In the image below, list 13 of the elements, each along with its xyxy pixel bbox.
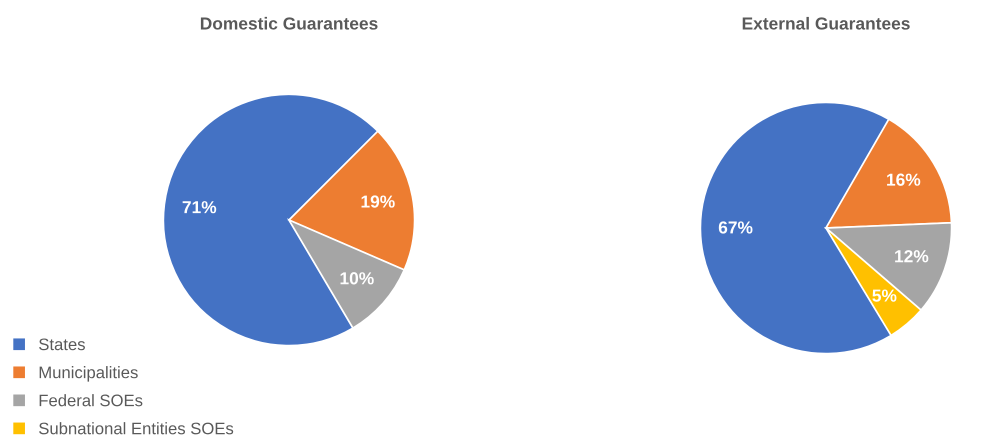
legend-label: Subnational Entities SOEs — [39, 422, 234, 434]
chart-title: External Guarantees — [742, 16, 910, 30]
legend-label: Federal SOEs — [40, 394, 142, 406]
data-label: 10% — [340, 272, 374, 284]
legend-label: Municipalities — [40, 366, 138, 382]
legend-label: States — [39, 338, 85, 350]
data-label: 5% — [872, 289, 896, 302]
data-label: 16% — [887, 174, 920, 186]
data-label: 19% — [362, 195, 395, 208]
data-label: 12% — [895, 250, 928, 262]
chart-title: Domestic Guarantees — [200, 16, 378, 30]
data-label: 67% — [718, 221, 752, 234]
data-label: 71% — [182, 201, 216, 214]
